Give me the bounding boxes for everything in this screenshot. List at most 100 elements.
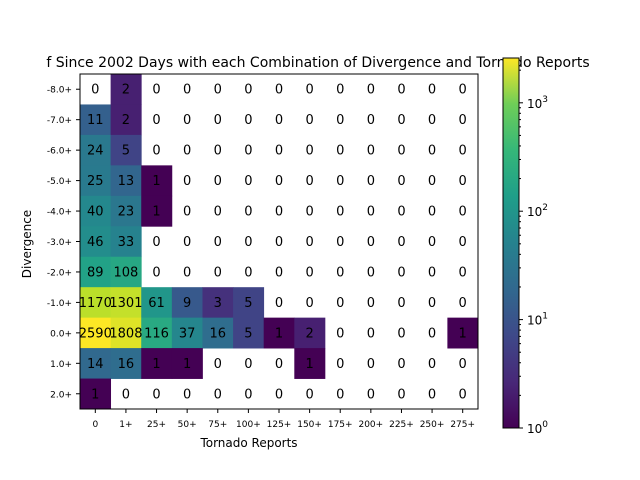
cell-value-label: 0 — [459, 144, 467, 159]
x-axis-ticks: 0 1+ 25+ 50+ 75+ 100+ 125+ 150+ 175+ 200+ 225+ 250+… — [92, 409, 475, 430]
cell-value-label: 0 — [214, 144, 222, 159]
cell-value-label: 40 — [87, 205, 104, 220]
x-tick-label: 50+ — [178, 420, 197, 430]
cell-value-label: 0 — [336, 144, 344, 159]
y-tick-label: -6.0+ — [47, 147, 72, 157]
heatmap-cell — [294, 317, 326, 349]
cell-value-label: 0 — [397, 326, 405, 341]
cell-value-label: 0 — [152, 144, 160, 159]
x-tick-label: 100+ — [236, 420, 261, 430]
cell-value-label: 0 — [397, 357, 405, 372]
heatmap-cell — [110, 226, 142, 258]
heatmap-cell — [110, 104, 142, 136]
heatmap-cell — [80, 165, 112, 197]
cell-value-label: 0 — [183, 205, 191, 220]
cell-value-label: 0 — [244, 357, 252, 372]
cell-value-label: 0 — [275, 265, 283, 280]
y-tick-label: -2.0+ — [47, 268, 72, 278]
heatmap-cell — [80, 195, 112, 227]
cell-value-label: 0 — [275, 387, 283, 402]
cell-value-label: 0 — [214, 83, 222, 98]
cell-value-label: 0 — [336, 113, 344, 128]
cell-value-label: 0 — [397, 174, 405, 189]
heatmap-cell — [263, 317, 295, 349]
chart-title: f Since 2002 Days with each Combination … — [46, 55, 589, 71]
y-tick-label: -8.0+ — [47, 86, 72, 96]
cell-value-label: 0 — [459, 113, 467, 128]
cell-value-label: 0 — [459, 205, 467, 220]
cell-value-label: 0 — [214, 387, 222, 402]
cell-value-label: 0 — [244, 387, 252, 402]
cell-value-label: 0 — [244, 174, 252, 189]
colorbar-gradient — [502, 57, 520, 429]
heatmap-cell — [110, 317, 142, 349]
cell-value-label: 1301 — [109, 296, 142, 311]
cell-value-label: 0 — [428, 387, 436, 402]
cell-value-label: 0 — [367, 235, 375, 250]
cell-value-label: 0 — [275, 357, 283, 372]
cell-value-label: 0 — [397, 296, 405, 311]
heatmap-cell — [233, 317, 265, 349]
cell-value-label: 0 — [214, 265, 222, 280]
cell-value-label: 0 — [367, 357, 375, 372]
cell-value-label: 0 — [152, 235, 160, 250]
cell-value-label: 2 — [305, 326, 313, 341]
cell-value-label: 0 — [244, 205, 252, 220]
y-tick-label: -4.0+ — [47, 208, 72, 218]
cell-value-label: 0 — [305, 144, 313, 159]
heatmap-cell — [80, 287, 112, 319]
heatmap-cell — [110, 74, 142, 105]
cell-value-label: 0 — [244, 235, 252, 250]
cell-value-label: 0 — [459, 296, 467, 311]
heatmap-cell — [80, 378, 112, 410]
heatmap-cell — [80, 256, 112, 288]
colorbar-tick-label: 103 — [527, 95, 548, 111]
cell-value-label: 0 — [275, 113, 283, 128]
colorbar-tick-label: 101 — [527, 312, 548, 328]
heatmap-cell — [233, 287, 265, 319]
heatmap-cell — [80, 348, 112, 379]
x-tick-label: 125+ — [267, 420, 292, 430]
y-tick-label: 1.0+ — [50, 360, 72, 370]
cell-value-label: 0 — [397, 265, 405, 280]
colorbar-tick-label: 102 — [527, 203, 548, 219]
cell-value-label: 1 — [152, 174, 160, 189]
cell-value-label: 0 — [305, 83, 313, 98]
cell-value-label: 0 — [214, 235, 222, 250]
cell-value-label: 0 — [275, 144, 283, 159]
cell-value-label: 16 — [118, 357, 135, 372]
cell-value-label: 1 — [152, 357, 160, 372]
heatmap-cell — [141, 195, 173, 227]
cell-value-label: 0 — [183, 387, 191, 402]
y-tick-label: 2.0+ — [50, 390, 72, 400]
cell-value-label: 46 — [87, 235, 104, 250]
cell-value-label: 3 — [214, 296, 222, 311]
heatmap-cell — [141, 348, 173, 379]
cell-value-label: 0 — [91, 83, 99, 98]
cell-value-label: 11 — [87, 113, 104, 128]
cell-value-label: 0 — [305, 387, 313, 402]
cell-value-label: 0 — [367, 265, 375, 280]
cell-value-label: 0 — [367, 205, 375, 220]
cell-value-label: 89 — [87, 265, 104, 280]
cell-value-label: 0 — [397, 144, 405, 159]
cell-value-label: 2 — [122, 113, 130, 128]
x-tick-label: 0 — [92, 420, 98, 430]
y-tick-label: -5.0+ — [47, 177, 72, 187]
heatmap-cell — [110, 256, 142, 288]
x-tick-label: 200+ — [358, 420, 383, 430]
heatmap-cell — [80, 104, 112, 136]
cell-value-label: 0 — [428, 326, 436, 341]
heatmap-cell — [80, 226, 112, 258]
cell-value-label: 116 — [144, 326, 169, 341]
x-axis-label: Tornado Reports — [199, 436, 297, 450]
cell-value-label: 0 — [397, 113, 405, 128]
cell-value-label: 24 — [87, 144, 104, 159]
cell-value-label: 0 — [428, 265, 436, 280]
cell-value-label: 0 — [183, 144, 191, 159]
cell-value-label: 1170 — [79, 296, 112, 311]
cell-value-label: 0 — [214, 174, 222, 189]
cell-value-label: 0 — [367, 387, 375, 402]
cell-value-label: 1 — [305, 357, 313, 372]
